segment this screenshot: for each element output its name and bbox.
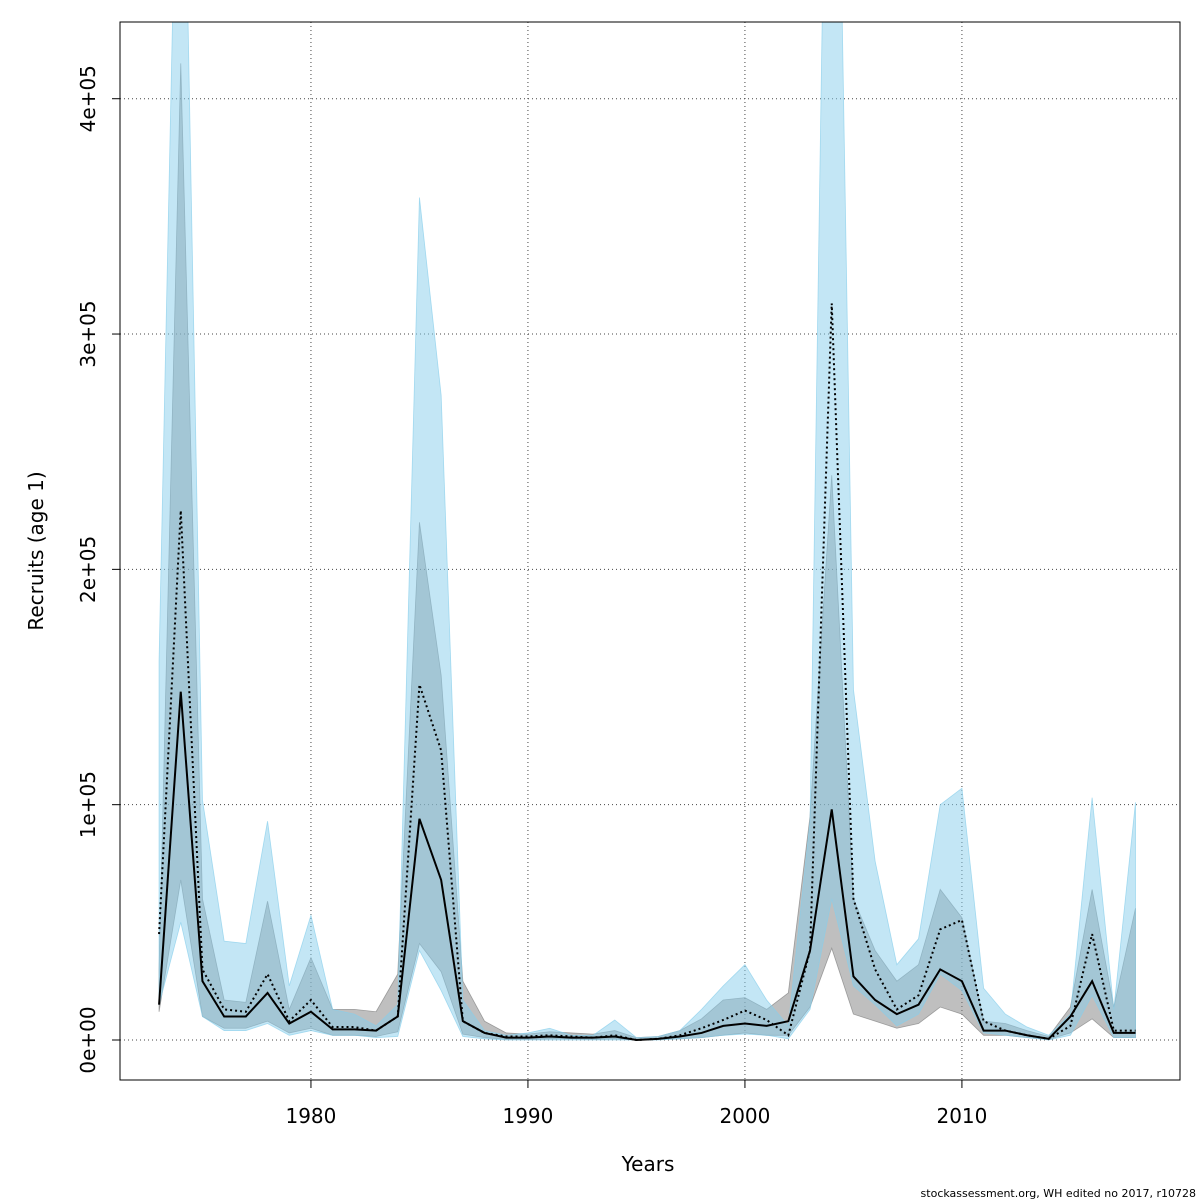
x-tick-label: 2000 [719, 1104, 770, 1128]
y-tick-label: 1e+05 [76, 771, 100, 838]
x-tick-label: 1990 [502, 1104, 553, 1128]
x-tick-label: 1980 [285, 1104, 336, 1128]
plot-area [120, 22, 1180, 1080]
confidence-band [158, 22, 1136, 1041]
y-tick-label: 3e+05 [76, 300, 100, 367]
y-axis-title: Recruits (age 1) [24, 471, 48, 630]
x-axis-title: Years [621, 1152, 675, 1176]
y-tick-label: 0e+00 [76, 1006, 100, 1073]
estimate-line [158, 303, 1136, 1042]
y-tick-label: 2e+05 [76, 536, 100, 603]
footnote: stockassessment.org, WH edited no 2017, … [921, 1187, 1196, 1200]
y-tick-label: 4e+05 [76, 65, 100, 132]
estimate-line [158, 691, 1136, 1041]
x-tick-label: 2010 [936, 1104, 987, 1128]
plot-frame [119, 21, 1181, 1081]
